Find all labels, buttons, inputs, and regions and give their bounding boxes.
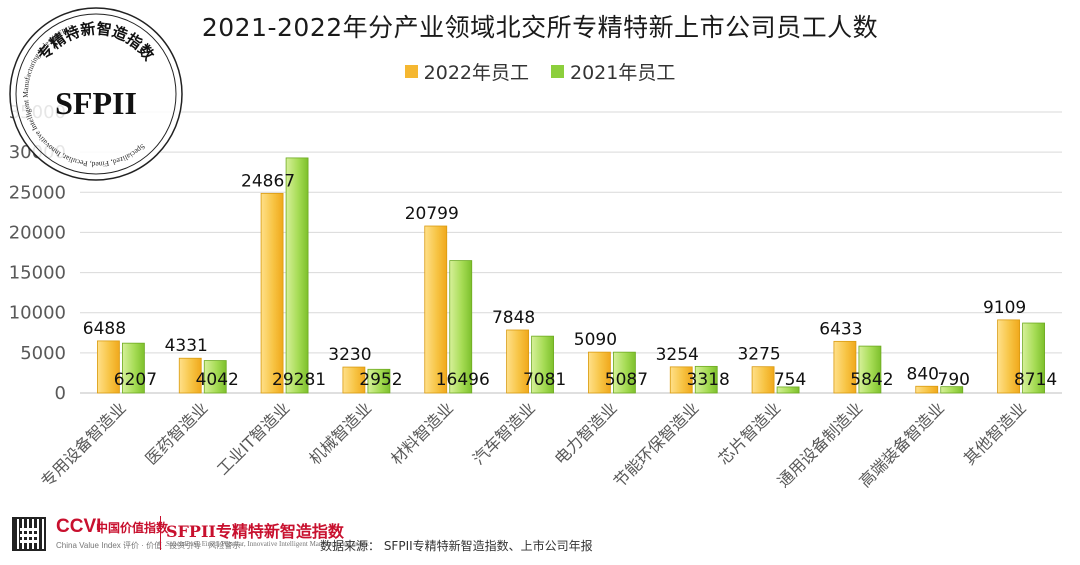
data-label-2021-7: 3318	[687, 370, 730, 390]
bar-2022-10	[915, 385, 939, 394]
x-tick-label: 芯片智造业	[714, 398, 784, 468]
x-tick-label: 机械智造业	[305, 398, 375, 468]
data-label-2021-2: 29281	[272, 370, 326, 390]
bar-2022-7	[669, 366, 693, 394]
bar-2022-2	[260, 192, 284, 394]
x-tick-label: 其他智造业	[960, 398, 1030, 468]
y-tick-label: 5000	[20, 343, 66, 364]
bar-2022-4	[424, 225, 448, 394]
sfpii-brand-logo: SFPII专精特新智造指数	[166, 522, 344, 541]
data-label-2022-0: 6488	[83, 319, 126, 339]
data-label-2022-4: 20799	[405, 204, 459, 224]
legend-swatch-2021	[551, 65, 564, 78]
y-tick-label: 20000	[9, 222, 66, 243]
data-label-2022-9: 6433	[819, 319, 862, 339]
data-source-note: 数据来源： SFPII专精特新智造指数、上市公司年报	[320, 539, 593, 553]
x-tick-label: 医药智造业	[142, 398, 212, 468]
bar-2021-10	[940, 386, 964, 394]
y-tick-label: 15000	[9, 263, 66, 284]
x-tick-label: 材料智造业	[387, 398, 457, 468]
x-tick-label: 通用设备制造业	[774, 398, 867, 491]
bar-2022-6	[588, 351, 611, 394]
bar-2022-9	[833, 340, 857, 394]
data-label-2022-11: 9109	[983, 298, 1026, 318]
qr-code-icon	[12, 517, 46, 551]
sfpii-brand-en: Specialized, Fined, Peculiar, Innovative…	[166, 540, 369, 548]
legend-label-2021: 2021年员工	[570, 62, 676, 84]
y-tick-label: 25000	[9, 182, 66, 203]
bar-2021-4	[449, 260, 473, 394]
bar-2021-3	[367, 368, 391, 394]
bar-2021-9	[858, 345, 882, 394]
data-label-2022-3: 3230	[328, 345, 371, 365]
legend-item-2021: 2021年员工	[551, 58, 675, 85]
legend-item-2022: 2022年员工	[404, 58, 529, 85]
y-tick-label: 0	[55, 383, 66, 404]
bar-2021-8	[776, 386, 800, 394]
data-label-2021-1: 4042	[196, 370, 239, 390]
bar-2021-11	[1022, 322, 1045, 394]
data-label-2022-2: 24867	[241, 171, 295, 191]
bar-2021-2	[285, 157, 309, 394]
ccvi-cn-name: 中国价值指数	[96, 521, 169, 535]
data-label-2022-6: 5090	[574, 330, 617, 350]
data-label-2021-10: 790	[938, 370, 970, 390]
bar-2022-1	[178, 357, 202, 394]
chart-title: 2021-2022年分产业领域北交所专精特新上市公司员工人数	[201, 13, 879, 42]
ccvi-tagline: China Value Index 评价 · 价值 · 投资引导 · 风险警示	[56, 540, 240, 551]
x-tick-label: 电力智造业	[551, 398, 621, 468]
data-label-2021-9: 5842	[850, 370, 893, 390]
legend-label-2022: 2022年员工	[423, 62, 529, 84]
gridlines	[80, 111, 1062, 394]
ccvi-tagline-text: 评价 · 价值 · 投资引导 · 风险警示	[123, 541, 241, 550]
data-label-2022-1: 4331	[165, 336, 208, 356]
data-label-2021-4: 16496	[436, 370, 490, 390]
bar-2021-6	[613, 351, 636, 394]
data-label-2021-0: 6207	[114, 370, 157, 390]
x-tick-label: 节能环保智造业	[610, 398, 703, 491]
bar-2022-0	[97, 340, 120, 394]
data-label-2022-5: 7848	[492, 308, 535, 328]
x-tick-label: 专用设备智造业	[37, 398, 130, 491]
sfpii-seal-logo: 专精特新智造指数 Specialized, Fined, Peculiar, I…	[9, 7, 183, 181]
footer-divider	[160, 516, 161, 550]
bar-2022-5	[506, 329, 529, 394]
bars	[97, 157, 1045, 394]
data-label-2021-6: 5087	[605, 370, 648, 390]
ccvi-logo: CCVI	[56, 516, 102, 537]
data-label-2022-8: 3275	[737, 345, 780, 365]
data-label-2022-7: 3254	[656, 345, 699, 365]
legend-swatch-2022	[404, 65, 418, 78]
bar-2022-11	[997, 319, 1020, 394]
data-label-2022-10: 840	[907, 364, 939, 384]
legend: 2022年员工 2021年员工	[0, 58, 1080, 85]
bar-2021-7	[694, 365, 718, 394]
data-label-2021-11: 8714	[1014, 370, 1057, 390]
bar-2021-1	[203, 360, 227, 394]
bar-2022-8	[751, 366, 775, 394]
x-tick-label: 工业IT智造业	[213, 398, 293, 478]
bar-2021-0	[122, 342, 145, 394]
x-tick-label: 高端装备智造业	[855, 398, 948, 491]
x-axis-ticks: 专用设备智造业 医药智造业 工业IT智造业 机械智造业 材料智造业 汽车智造业 电力智造业节…	[37, 398, 1030, 491]
bar-2021-5	[531, 335, 554, 394]
x-tick-label: 汽车智造业	[469, 398, 539, 468]
y-tick-label: 10000	[9, 303, 66, 324]
data-label-2021-8: 754	[774, 370, 806, 390]
bar-2022-3	[342, 366, 366, 394]
ccvi-en-name: China Value Index	[56, 541, 121, 550]
data-label-2021-5: 7081	[523, 370, 566, 390]
data-label-2021-3: 2952	[359, 370, 402, 390]
svg-text:SFPII: SFPII	[55, 85, 137, 121]
